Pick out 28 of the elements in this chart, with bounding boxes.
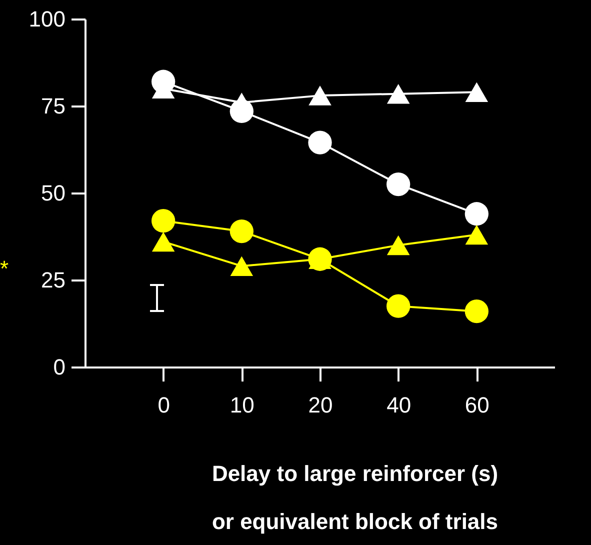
point [152, 70, 176, 94]
x-tick-label: 20 [308, 392, 333, 418]
point [386, 172, 410, 196]
text: * [0, 256, 9, 282]
point [386, 84, 410, 104]
point [465, 224, 488, 245]
y-tick-label: 25 [41, 268, 66, 292]
x-tick-label: 0 [158, 392, 170, 418]
point [386, 235, 410, 256]
point [464, 300, 488, 324]
point [308, 130, 332, 154]
point [230, 256, 254, 276]
x-axis-title: Delay to large reinforcer (s) or equivalent block of trials [210, 460, 500, 536]
point [464, 202, 488, 226]
y-tick-label: 100 [28, 6, 66, 32]
point [465, 82, 488, 102]
y-tick-label: 75 [41, 94, 66, 118]
point [230, 99, 254, 124]
x-tick-label: 40 [386, 392, 412, 418]
x-tick-label: 10 [230, 392, 254, 418]
point [152, 209, 176, 233]
y-tick-label: 0 [53, 354, 66, 380]
point [152, 232, 175, 252]
x-tick-label: 60 [464, 392, 490, 418]
point [308, 86, 332, 106]
y-tick-label: 50 [41, 180, 66, 206]
point [230, 219, 254, 244]
point [386, 294, 410, 318]
